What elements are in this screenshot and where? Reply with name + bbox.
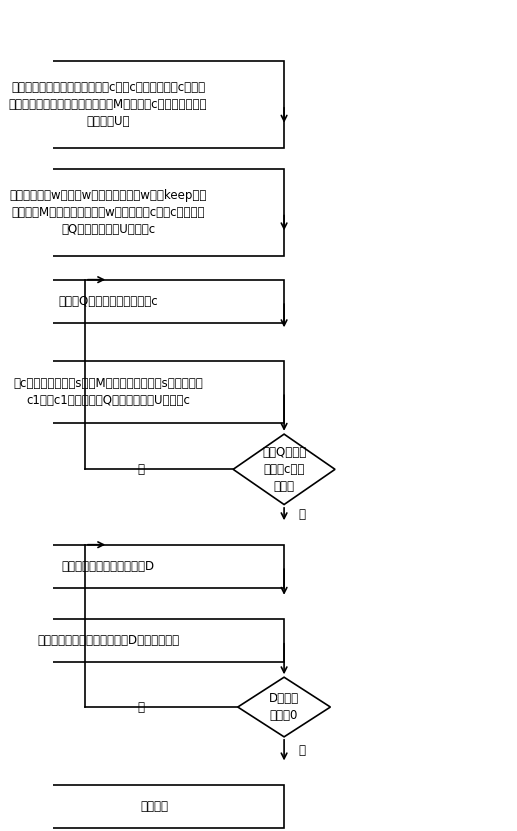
Text: 否: 否	[137, 463, 144, 476]
Text: 队列Q中的逻
辑单元c均被
处理过: 队列Q中的逻 辑单元c均被 处理过	[262, 446, 306, 493]
Text: 否: 否	[298, 744, 305, 756]
Text: 从电路网表中删除冗余的线网D中的所有线网: 从电路网表中删除冗余的线网D中的所有线网	[37, 634, 179, 647]
FancyBboxPatch shape	[0, 361, 284, 423]
FancyBboxPatch shape	[0, 61, 284, 149]
Polygon shape	[233, 434, 335, 504]
Text: D中元素
数量＞0: D中元素 数量＞0	[269, 692, 299, 722]
Polygon shape	[238, 677, 330, 737]
Text: 对c的每个输入信号s，从M中查找输出信号为s的逻辑单元
c1，将c1插入到队列Q中，并从集合U中删除c: 对c的每个输入信号s，从M中查找输出信号为s的逻辑单元 c1，将c1插入到队列Q…	[13, 377, 203, 407]
Text: 是: 是	[137, 701, 144, 714]
FancyBboxPatch shape	[0, 280, 284, 322]
FancyBboxPatch shape	[0, 544, 284, 588]
FancyBboxPatch shape	[0, 619, 284, 662]
Text: 获取电路网表中冗余的线网D: 获取电路网表中冗余的线网D	[62, 560, 155, 573]
Text: 遍历电路网表中的每个逻辑单元c，将c的输出信号到c的映射
关系存储到逻辑单元输出映射集合M中；并将c插入到冗余逻辑
单元集合U中: 遍历电路网表中的每个逻辑单元c，将c的输出信号到c的映射 关系存储到逻辑单元输出…	[9, 81, 207, 129]
Text: 是: 是	[298, 508, 305, 520]
Text: 遍历每条线网w，如果w是输出线网或者w具有keep的属
性，则从M中查找输出信号为w的逻辑单元c，将c插入到队
列Q中，并从集合U中删除c: 遍历每条线网w，如果w是输出线网或者w具有keep的属 性，则从M中查找输出信号…	[9, 189, 207, 236]
Text: 退出处理: 退出处理	[141, 800, 169, 813]
Text: 从队列Q取出第一个逻辑单元c: 从队列Q取出第一个逻辑单元c	[58, 295, 158, 307]
FancyBboxPatch shape	[0, 169, 284, 256]
FancyBboxPatch shape	[25, 785, 284, 828]
